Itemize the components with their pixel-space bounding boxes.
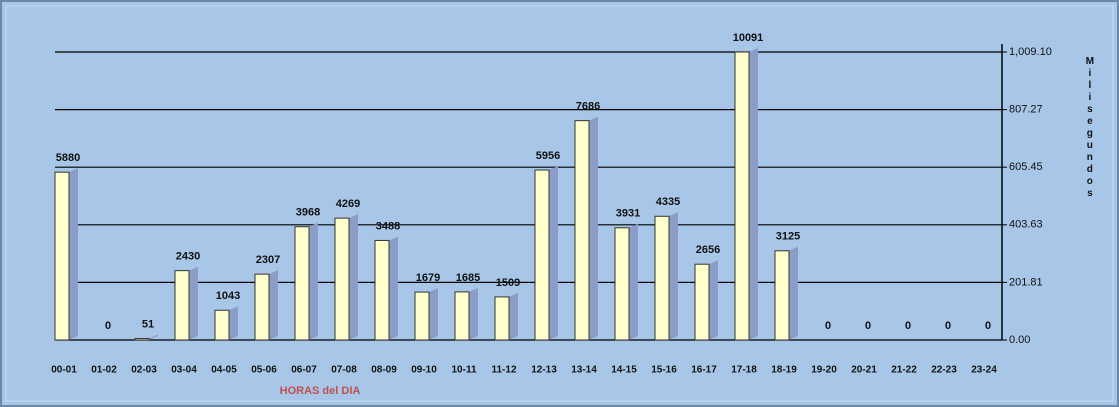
data-label: 0 xyxy=(105,320,111,332)
x-axis-title: HORAS del DIA xyxy=(280,385,361,397)
data-label: 3931 xyxy=(616,208,640,220)
y-tick-label: 0.00 xyxy=(1009,334,1030,346)
data-label: 5880 xyxy=(56,152,80,164)
x-tick-label: 20-21 xyxy=(851,365,877,376)
bar-shadow xyxy=(69,168,78,340)
data-label: 1043 xyxy=(216,290,240,302)
x-tick-label: 21-22 xyxy=(891,365,917,376)
bar-shadow xyxy=(709,260,718,340)
y-tick-label: 605.45 xyxy=(1009,161,1043,173)
bar-shadow xyxy=(149,334,158,340)
bar-shadow xyxy=(469,287,478,340)
bar-shadow xyxy=(309,222,318,340)
bar xyxy=(54,171,70,341)
data-label: 3968 xyxy=(296,207,320,219)
x-tick-label: 01-02 xyxy=(91,365,117,376)
x-tick-label: 02-03 xyxy=(131,365,157,376)
x-tick-label: 22-23 xyxy=(931,365,957,376)
bar-shadow xyxy=(229,306,238,340)
bar xyxy=(454,291,470,341)
data-label: 2656 xyxy=(696,244,720,256)
data-label: 3125 xyxy=(776,231,800,243)
data-label: 3488 xyxy=(376,220,400,232)
bar-shadow xyxy=(749,48,758,340)
y-tick-label: 1,009.10 xyxy=(1009,46,1052,58)
bar-shadow xyxy=(669,212,678,340)
x-tick-label: 12-13 xyxy=(531,365,557,376)
x-tick-label: 18-19 xyxy=(771,365,797,376)
data-label: 1679 xyxy=(416,272,440,284)
x-tick-label: 16-17 xyxy=(691,365,717,376)
data-label: 2430 xyxy=(176,251,200,263)
x-tick-label: 14-15 xyxy=(611,365,637,376)
bar xyxy=(694,263,710,341)
bar-shadow xyxy=(509,292,518,340)
bar xyxy=(294,226,310,341)
data-label: 51 xyxy=(142,318,154,330)
data-label: 1509 xyxy=(496,277,520,289)
x-tick-label: 11-12 xyxy=(491,365,516,376)
frame xyxy=(5,5,1114,402)
bar-shadow xyxy=(789,246,798,340)
bar-shadow xyxy=(389,236,398,340)
bar xyxy=(254,273,270,341)
y-tick-label: 201.81 xyxy=(1009,276,1043,288)
data-label: 2307 xyxy=(256,254,280,266)
bar xyxy=(654,215,670,341)
y-tick-label: 807.27 xyxy=(1009,104,1043,116)
y-tick-label: 403.63 xyxy=(1009,219,1043,231)
bar-shadow xyxy=(349,214,358,340)
bar xyxy=(534,169,550,341)
data-label: 1685 xyxy=(456,272,480,284)
bar-shadow xyxy=(429,288,438,340)
bar-shadow xyxy=(589,116,598,341)
data-label: 0 xyxy=(985,320,991,332)
x-tick-label: 10-11 xyxy=(451,365,476,376)
x-tick-label: 04-05 xyxy=(211,365,237,376)
data-label: 7686 xyxy=(576,101,600,113)
x-tick-label: 09-10 xyxy=(411,365,437,376)
bar xyxy=(574,120,590,341)
x-tick-label: 23-24 xyxy=(971,365,997,376)
bar xyxy=(134,338,150,341)
bar xyxy=(734,51,750,341)
x-tick-label: 15-16 xyxy=(651,365,677,376)
x-tick-label: 03-04 xyxy=(171,365,197,376)
data-label: 5956 xyxy=(536,150,560,162)
x-tick-label: 13-14 xyxy=(571,365,597,376)
x-tick-label: 00-01 xyxy=(51,365,77,376)
bar-shadow xyxy=(549,166,558,340)
bar xyxy=(774,250,790,341)
y-axis-title: Milisegundos xyxy=(1084,56,1095,200)
bar-shadow xyxy=(189,266,198,340)
x-tick-label: 06-07 xyxy=(291,365,317,376)
data-label: 4335 xyxy=(656,196,680,208)
data-label: 4269 xyxy=(336,198,360,210)
data-label: 10091 xyxy=(733,32,764,44)
x-tick-label: 05-06 xyxy=(251,365,277,376)
bar-shadow xyxy=(629,223,638,340)
bar xyxy=(494,296,510,341)
bar xyxy=(174,270,190,341)
data-label: 0 xyxy=(905,320,911,332)
data-label: 0 xyxy=(825,320,831,332)
bar xyxy=(414,291,430,341)
x-tick-label: 17-18 xyxy=(731,365,757,376)
x-tick-label: 07-08 xyxy=(331,365,357,376)
bar xyxy=(214,309,230,341)
x-tick-label: 19-20 xyxy=(811,365,837,376)
bar xyxy=(334,217,350,341)
bar xyxy=(614,227,630,341)
data-label: 0 xyxy=(865,320,871,332)
bar xyxy=(374,239,390,341)
x-tick-label: 08-09 xyxy=(371,365,397,376)
data-label: 0 xyxy=(945,320,951,332)
bar-shadow xyxy=(269,270,278,340)
